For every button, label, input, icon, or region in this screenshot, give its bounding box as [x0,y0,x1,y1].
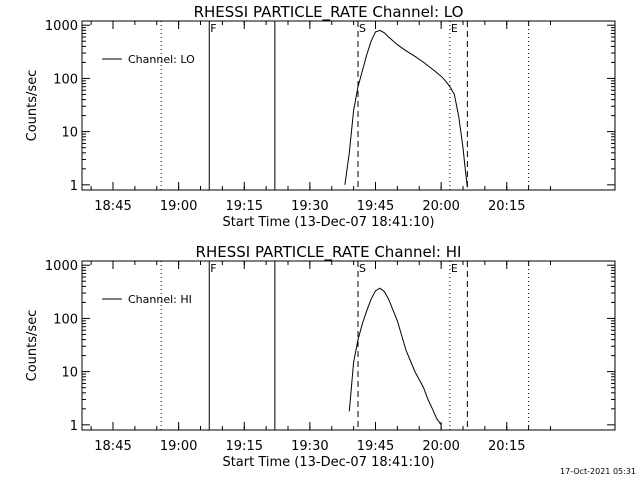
x-tick-label: 20:00 [422,199,459,214]
x-tick-label: 20:00 [422,439,459,454]
x-tick-label: 18:45 [94,439,131,454]
plot-frame [81,260,616,431]
event-marker-label: E [451,262,458,275]
x-tick-label: 19:15 [226,199,263,214]
x-axis-label: Start Time (13-Dec-07 18:41:10) [222,455,434,470]
event-marker-label: F [210,262,216,275]
x-tick-label: 19:45 [357,439,394,454]
event-marker-label: F [210,22,216,35]
x-tick-label: 18:45 [94,199,131,214]
y-tick-label: 1000 [45,259,78,274]
x-tick-label: 19:30 [291,199,328,214]
series-line [344,29,468,188]
x-tick-label: 19:15 [226,439,263,454]
lo-channel-panel: RHESSI PARTICLE_RATE Channel: LO 1 10 100 10… [25,3,616,230]
event-marker-label: S [359,262,366,275]
y-tick-label: 10 [61,126,78,141]
y-tick-label: 100 [53,312,78,327]
y-axis-label: Counts/sec [25,70,40,142]
series-line [348,287,442,426]
x-tick-label: 19:30 [291,439,328,454]
chart-title: RHESSI PARTICLE_RATE Channel: LO [194,3,464,22]
chart-title: RHESSI PARTICLE_RATE Channel: HI [196,243,462,262]
x-tick-label: 20:15 [488,439,525,454]
event-marker-label: S [359,22,366,35]
legend-label: Channel: LO [128,53,195,66]
plot-frame [81,20,616,191]
y-axis-label: Counts/sec [25,310,40,382]
y-tick-label: 1 [70,419,78,434]
event-marker-label: E [451,22,458,35]
x-tick-label: 19:00 [160,199,197,214]
legend-label: Channel: HI [128,293,192,306]
footer-timestamp: 17-Oct-2021 05:31 [560,467,636,476]
y-tick-label: 10 [61,366,78,381]
y-tick-label: 1 [70,179,78,194]
x-tick-label: 19:45 [357,199,394,214]
x-tick-label: 20:15 [488,199,525,214]
y-tick-label: 1000 [45,19,78,34]
y-tick-label: 100 [53,72,78,87]
x-tick-label: 19:00 [160,439,197,454]
x-axis-label: Start Time (13-Dec-07 18:41:10) [222,215,434,230]
hi-channel-panel: RHESSI PARTICLE_RATE Channel: HI 1 10 100 10… [25,243,616,470]
